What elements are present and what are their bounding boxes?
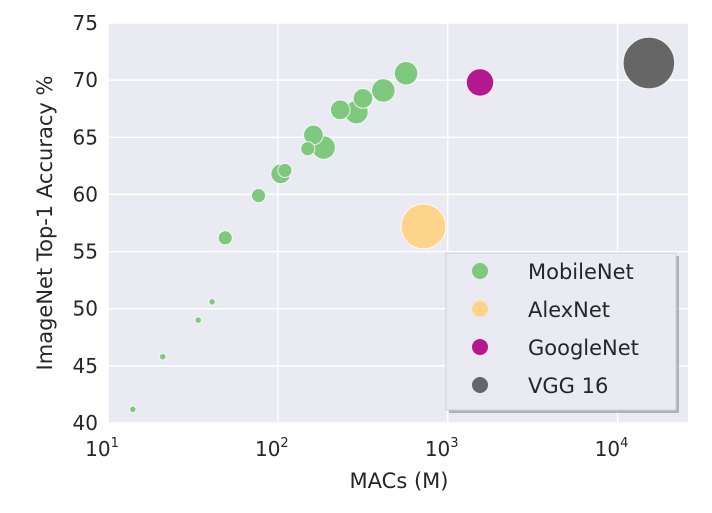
legend-label: GoogleNet bbox=[528, 336, 639, 360]
point-mobilenet bbox=[217, 230, 233, 246]
legend: MobileNet AlexNet GoogleNet VGG 16 bbox=[445, 252, 679, 413]
legend-marker bbox=[472, 301, 488, 317]
tick-labels: 40 45 50 55 60 65 70 75 101 102 103 104 bbox=[73, 11, 629, 461]
point-mobilenet bbox=[352, 88, 374, 109]
legend-label: VGG 16 bbox=[528, 374, 608, 398]
point-mobilenet bbox=[194, 316, 202, 324]
point-mobilenet bbox=[208, 298, 216, 306]
point-googlenet bbox=[465, 68, 495, 97]
legend-label: AlexNet bbox=[528, 298, 610, 322]
point-mobilenet bbox=[251, 188, 267, 204]
y-tick-label: 45 bbox=[73, 354, 98, 378]
y-tick-label: 55 bbox=[73, 240, 98, 264]
point-alexnet bbox=[400, 203, 447, 250]
point-mobilenet bbox=[371, 78, 396, 103]
legend-marker bbox=[472, 339, 488, 355]
x-tick-label: 104 bbox=[595, 436, 629, 461]
data-points bbox=[129, 36, 676, 414]
point-mobilenet bbox=[158, 352, 167, 361]
y-tick-label: 60 bbox=[73, 182, 98, 206]
legend-marker bbox=[472, 263, 488, 279]
legend-marker bbox=[472, 377, 488, 393]
point-mobilenet bbox=[277, 162, 293, 178]
y-tick-label: 70 bbox=[73, 68, 98, 92]
point-mobilenet bbox=[300, 141, 316, 157]
point-mobilenet bbox=[129, 405, 137, 414]
y-tick-label: 75 bbox=[73, 11, 98, 35]
x-tick-label: 101 bbox=[85, 436, 119, 461]
y-tick-label: 65 bbox=[73, 125, 98, 149]
y-tick-label: 50 bbox=[73, 297, 98, 321]
point-vgg-16 bbox=[622, 36, 676, 90]
x-tick-label: 103 bbox=[425, 436, 459, 461]
legend-label: MobileNet bbox=[528, 260, 634, 284]
y-tick-label: 40 bbox=[73, 411, 98, 435]
point-mobilenet bbox=[329, 99, 351, 121]
x-axis-label: MACs (M) bbox=[350, 469, 449, 493]
x-tick-label: 102 bbox=[255, 436, 289, 461]
point-mobilenet bbox=[393, 61, 419, 86]
y-axis-label: ImageNet Top-1 Accuracy % bbox=[33, 76, 57, 371]
